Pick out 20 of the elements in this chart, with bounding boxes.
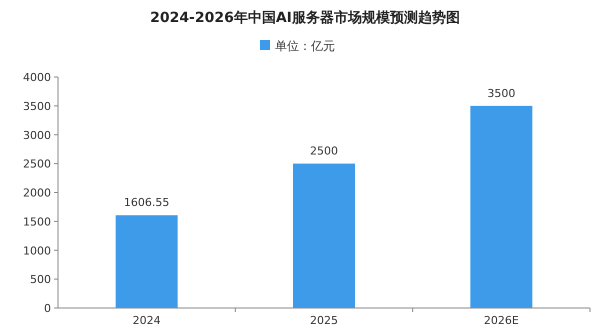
- x-tick-label: 2024: [132, 314, 161, 327]
- y-tick-label: 1000: [23, 244, 51, 258]
- bar: [470, 106, 532, 308]
- y-tick-label: 0: [44, 302, 51, 315]
- chart-title: 2024-2026年中国AI服务器市场规模预测趋势图: [150, 9, 460, 26]
- y-tick-label: 2500: [23, 158, 51, 171]
- y-tick-label: 500: [30, 273, 51, 286]
- y-tick-label: 3000: [23, 128, 51, 142]
- legend-label: 单位：亿元: [275, 39, 335, 53]
- data-label: 1606.55: [124, 196, 170, 210]
- x-tick-label: 2025: [310, 314, 338, 327]
- data-label: 3500: [487, 86, 516, 100]
- bar: [293, 164, 355, 308]
- x-tick-label: 2026E: [484, 314, 519, 327]
- y-tick-label: 1500: [23, 215, 51, 228]
- bar: [116, 215, 178, 308]
- y-tick-label: 3500: [23, 100, 51, 113]
- y-tick-label: 4000: [23, 71, 51, 84]
- data-label: 2500: [310, 144, 338, 158]
- y-tick-label: 2000: [23, 186, 51, 200]
